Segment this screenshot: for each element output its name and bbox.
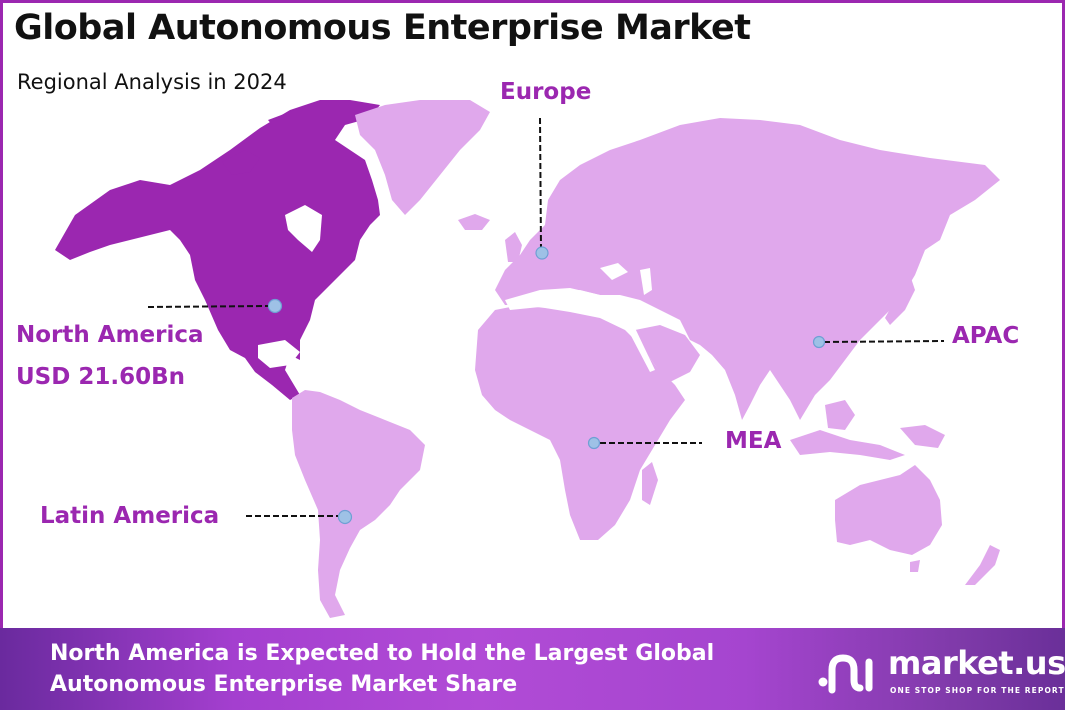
label-latin-america: Latin America	[40, 503, 220, 529]
region-new-guinea	[900, 425, 945, 448]
page-subtitle: Regional Analysis in 2024	[17, 70, 287, 94]
region-new-zealand	[965, 545, 1000, 585]
leader-line-europe	[539, 117, 542, 251]
black-sea	[600, 263, 628, 280]
footer-line-2: Autonomous Enterprise Market Share	[50, 672, 518, 697]
caspian-sea	[640, 268, 652, 295]
footer-headline: North America is Expected to Hold the La…	[50, 638, 714, 700]
label-europe: Europe	[500, 79, 592, 105]
region-arabia	[635, 325, 700, 382]
region-europe-apac	[495, 118, 1000, 420]
label-mea: MEA	[725, 428, 782, 454]
value-north-america: USD 21.60Bn	[16, 364, 185, 390]
region-north-america	[55, 100, 380, 400]
region-tasmania	[910, 560, 920, 572]
region-iceland	[458, 214, 490, 230]
logo-name: market.us	[888, 644, 1065, 682]
marker-mea[interactable]	[587, 436, 601, 450]
region-australia	[835, 465, 942, 555]
page-title: Global Autonomous Enterprise Market	[14, 8, 751, 48]
market-us-logo-icon	[818, 654, 873, 694]
region-borneo	[825, 400, 855, 430]
label-apac: APAC	[952, 323, 1020, 349]
label-north-america: North America	[16, 322, 204, 348]
region-madagascar	[642, 462, 658, 505]
region-uk	[505, 232, 522, 262]
region-japan	[885, 275, 915, 325]
gulf-of-mexico	[258, 340, 300, 368]
leader-line-apac	[823, 340, 945, 343]
logo-tagline: ONE STOP SHOP FOR THE REPORTS	[890, 686, 1065, 695]
brand-logo[interactable]: market.us ONE STOP SHOP FOR THE REPORTS	[818, 644, 1065, 706]
marker-apac[interactable]	[812, 335, 826, 349]
marker-latin-america[interactable]	[337, 509, 353, 525]
red-sea	[628, 328, 655, 372]
marker-north-america[interactable]	[267, 298, 283, 314]
footer-banner: North America is Expected to Hold the La…	[0, 628, 1065, 710]
world-map	[55, 100, 1000, 618]
region-scandinavia	[548, 175, 600, 238]
footer-line-1: North America is Expected to Hold the La…	[50, 641, 715, 666]
region-mea	[475, 305, 685, 540]
marker-europe[interactable]	[535, 246, 549, 260]
region-sea-islands	[790, 430, 905, 460]
mediterranean	[505, 288, 600, 310]
leader-line-north-america	[147, 305, 269, 308]
hudson-bay	[285, 205, 322, 252]
region-greenland	[355, 100, 490, 215]
region-latin-america	[292, 390, 425, 618]
